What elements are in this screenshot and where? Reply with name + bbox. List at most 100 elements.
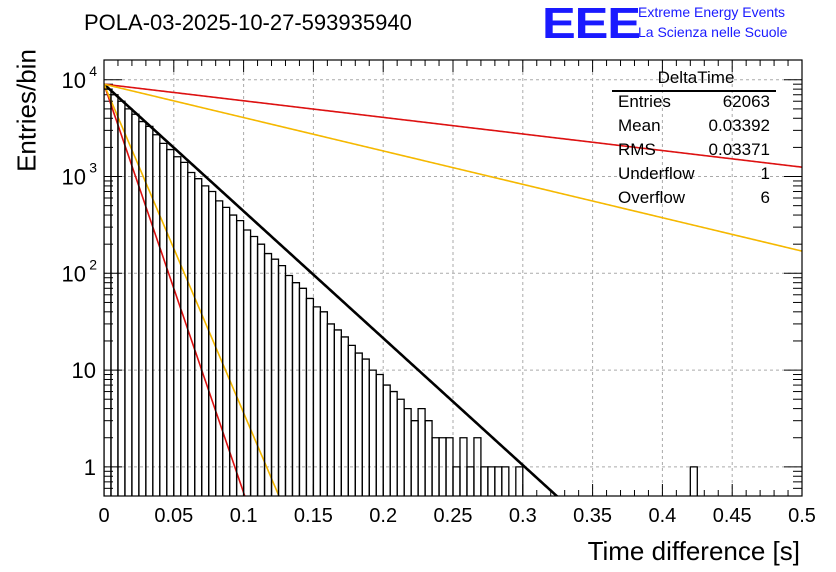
histogram-bin <box>298 287 308 496</box>
histogram-bin <box>104 88 112 496</box>
stats-value: 0.03392 <box>708 116 770 135</box>
histogram-bin <box>242 229 252 496</box>
histogram-bin <box>117 100 126 496</box>
histogram-bin <box>138 120 147 496</box>
histogram-bin <box>319 311 329 496</box>
stats-box: DeltaTime Entries 62063 Mean 0.03392 RMS… <box>612 68 780 212</box>
y-axis-label: Entries/bin <box>11 49 42 172</box>
stats-label: Mean <box>618 116 661 135</box>
curve-red-fast <box>104 83 246 496</box>
x-tick-label: 0 <box>98 505 109 527</box>
histogram-bin <box>689 466 698 496</box>
eee-logo: EEE <box>542 0 641 48</box>
x-tick-label: 0.4 <box>648 505 676 527</box>
stats-label: Overflow <box>618 188 686 207</box>
histogram-bin <box>501 466 510 496</box>
stats-row: RMS 0.03371 <box>612 140 780 164</box>
x-tick-label: 0.35 <box>573 505 612 527</box>
histogram-bin <box>277 264 287 496</box>
y-tick-label: 10 <box>72 358 96 383</box>
stats-label: RMS <box>618 140 656 159</box>
y-tick-exponent: 3 <box>89 160 97 176</box>
histogram-bin <box>340 336 349 496</box>
x-tick-label: 0.5 <box>788 505 816 527</box>
y-tick-label: 10 <box>62 261 86 286</box>
histogram-bin <box>284 274 294 496</box>
histogram-bin <box>326 323 335 496</box>
histogram-bin <box>180 161 189 496</box>
histogram-bin <box>487 466 496 496</box>
histogram-bin <box>396 398 405 496</box>
histogram-bin <box>452 466 461 496</box>
histogram-bin <box>235 220 245 496</box>
curve-orange-slow <box>104 83 802 252</box>
histogram-bin <box>194 178 203 496</box>
y-tick-exponent: 4 <box>89 63 97 79</box>
x-tick-label: 0.3 <box>509 505 537 527</box>
histogram-bin <box>347 344 356 496</box>
y-tick-exponent: 2 <box>89 256 97 272</box>
x-tick-label: 0.05 <box>154 505 193 527</box>
histogram-bin <box>166 148 175 496</box>
histogram-bin <box>368 369 377 496</box>
histogram-bin <box>375 373 384 496</box>
stats-divider <box>612 90 776 92</box>
stats-row: Overflow 6 <box>612 188 780 212</box>
stats-row: Mean 0.03392 <box>612 116 780 140</box>
stats-value: 6 <box>760 188 770 207</box>
histogram-bin <box>110 94 119 496</box>
stats-value: 62063 <box>722 92 770 111</box>
histogram-bin <box>173 156 182 496</box>
plot-frame <box>103 59 803 497</box>
stats-value: 0.03371 <box>708 140 770 159</box>
histogram-bin <box>201 185 210 496</box>
histogram-bin <box>124 108 133 496</box>
histogram-bin <box>494 466 503 496</box>
histogram-bin <box>312 306 322 496</box>
histogram-bin <box>291 282 301 496</box>
logo-line-2: La Scienza nelle Scuole <box>638 24 788 40</box>
stats-label: Underflow <box>618 164 695 183</box>
histogram-bin <box>417 407 426 496</box>
histogram-bin <box>361 358 370 496</box>
x-tick-label: 0.2 <box>369 505 397 527</box>
histogram-bin <box>354 352 363 496</box>
stats-title: DeltaTime <box>657 68 735 87</box>
curve-fit <box>104 83 559 496</box>
x-tick-label: 0.25 <box>434 505 473 527</box>
histogram-bin <box>263 252 273 496</box>
logo-line-1: Extreme Energy Events <box>638 4 786 20</box>
histogram-bin <box>145 125 154 496</box>
curve-orange-fast <box>104 83 280 496</box>
histogram-bin <box>515 466 524 496</box>
histogram-bin <box>333 329 342 496</box>
histogram-bin <box>382 384 391 496</box>
x-tick-label: 0.45 <box>713 505 752 527</box>
histogram-bin <box>403 407 412 496</box>
stats-row: Underflow 1 <box>612 164 780 188</box>
histogram-bin <box>222 206 231 496</box>
histogram-bin <box>270 258 280 496</box>
plot-title: POLA-03-2025-10-27-593935940 <box>84 10 412 35</box>
x-tick-label: 0.1 <box>230 505 258 527</box>
histogram-bin <box>480 466 489 496</box>
histogram-bin <box>466 466 475 496</box>
histogram-bin <box>410 420 419 496</box>
stats-row: Entries 62063 <box>612 92 780 116</box>
histogram-bin <box>152 134 161 496</box>
histogram-bin <box>424 420 433 496</box>
y-tick-label: 10 <box>62 68 86 93</box>
histogram-bin <box>389 390 398 496</box>
stats-label: Entries <box>618 92 671 111</box>
histogram-bin <box>159 142 168 496</box>
histogram-bin <box>249 235 259 496</box>
histogram-bin <box>305 297 315 496</box>
stats-value: 1 <box>760 164 770 183</box>
curve-red-slow <box>104 83 802 168</box>
y-tick-label: 10 <box>62 165 86 190</box>
y-tick-label: 1 <box>84 455 96 480</box>
x-tick-label: 0.15 <box>294 505 333 527</box>
x-axis-label: Time difference [s] <box>587 536 800 566</box>
histogram-bin <box>131 113 140 496</box>
